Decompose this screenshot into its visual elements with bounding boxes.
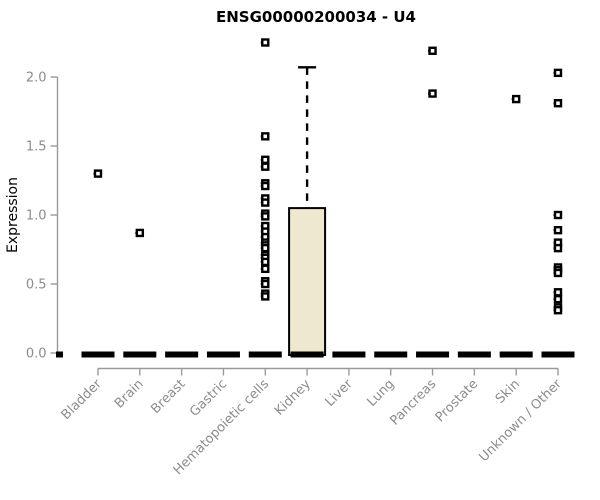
data-point — [553, 225, 563, 235]
data-point — [553, 306, 563, 315]
x-tick-label: Prostate — [433, 377, 481, 425]
x-tick-label: Breast — [148, 377, 188, 417]
data-point — [261, 264, 270, 274]
median-dash — [374, 351, 408, 358]
x-tick-label: Skin — [493, 377, 523, 407]
data-point — [261, 155, 270, 165]
data-point — [553, 294, 563, 304]
x-tick-label: Kidney — [272, 377, 314, 419]
y-tick-label: 0.0 — [26, 347, 47, 362]
data-point — [553, 288, 563, 297]
x-tick-label: Bladder — [59, 376, 106, 423]
data-point — [553, 268, 563, 278]
median-dash — [457, 351, 491, 358]
x-tick-label: Lung — [364, 377, 397, 410]
data-point — [261, 198, 270, 207]
box — [288, 207, 327, 356]
data-point — [553, 99, 563, 108]
data-point — [428, 89, 437, 98]
x-tick-label: Unknown / Other — [477, 376, 566, 465]
data-point — [261, 132, 270, 141]
median-dash — [81, 351, 115, 358]
chart-title: ENSG00000200034 - U4 — [216, 8, 416, 26]
data-point — [261, 243, 270, 253]
median-dash-edge — [56, 351, 63, 358]
data-point — [428, 46, 437, 55]
x-tick-label: Brain — [112, 377, 147, 412]
data-point — [261, 181, 270, 191]
y-tick-label: 1.0 — [26, 209, 47, 224]
median-dash — [332, 351, 366, 358]
data-point — [135, 228, 145, 238]
y-tick-label: 1.5 — [26, 140, 47, 155]
y-tick-label: 0.5 — [26, 278, 47, 293]
data-point — [553, 68, 563, 78]
plot-marks — [56, 38, 575, 358]
x-tick-label: Liver — [323, 376, 357, 410]
median-dash — [541, 351, 575, 358]
median-dash — [499, 351, 533, 358]
data-point — [261, 212, 270, 221]
data-point — [261, 257, 270, 267]
data-point — [93, 169, 103, 178]
data-point — [553, 243, 563, 253]
data-point — [261, 38, 270, 47]
data-point — [261, 292, 270, 301]
data-point — [261, 279, 270, 289]
median-dash — [165, 351, 199, 358]
median-dash — [290, 351, 324, 358]
x-tick-label: Pancreas — [387, 377, 439, 429]
median-dash — [248, 351, 282, 358]
median-dash — [123, 351, 157, 358]
y-tick-label: 2.0 — [26, 71, 47, 86]
data-point — [553, 210, 563, 220]
y-axis-label: Expression — [5, 177, 21, 253]
median-dash — [206, 351, 240, 358]
data-point — [511, 94, 521, 104]
median-dash — [416, 351, 450, 358]
data-point — [261, 162, 270, 171]
